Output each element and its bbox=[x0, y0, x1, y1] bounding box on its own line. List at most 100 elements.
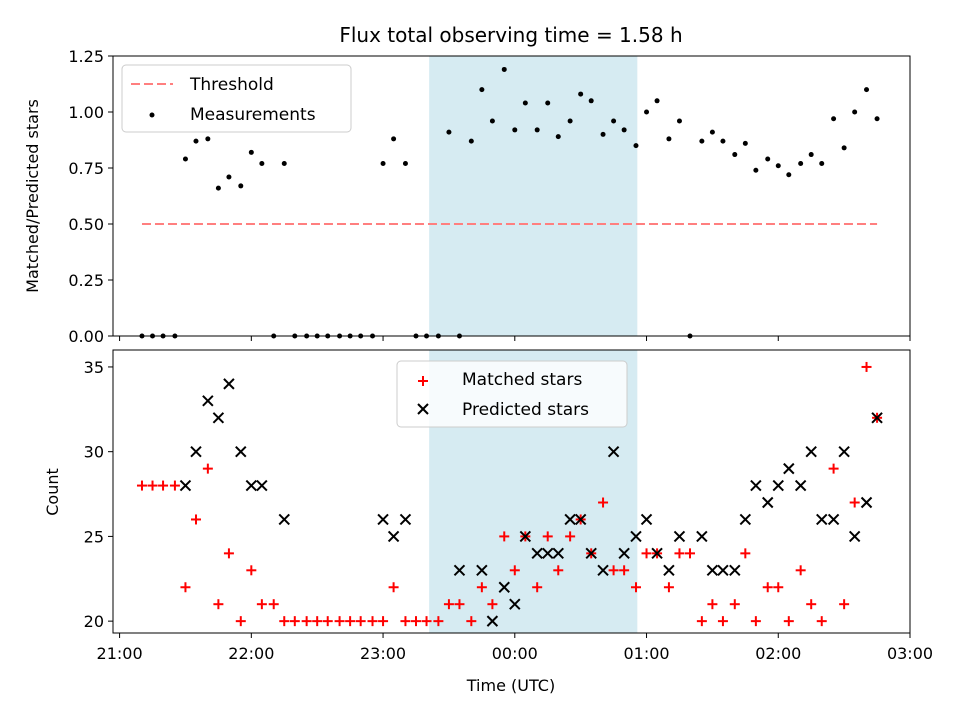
matched-star-marker bbox=[685, 548, 696, 559]
matched-star-marker bbox=[630, 582, 641, 593]
predicted-star-marker bbox=[202, 395, 214, 407]
predicted-star-marker bbox=[717, 564, 729, 577]
measurement-point bbox=[226, 174, 232, 180]
measurement-point bbox=[720, 138, 726, 144]
marker-stroke bbox=[509, 598, 521, 610]
marker-stroke bbox=[607, 445, 620, 458]
measurement-point bbox=[193, 138, 199, 144]
bottom-panel: 20 25 30 35 21:00 22:00 23:00 00:00 01:00 02:00 0… bbox=[43, 349, 933, 695]
predicted-star-marker bbox=[377, 513, 389, 526]
predicted-star-marker bbox=[871, 412, 883, 424]
marker-stroke bbox=[838, 445, 850, 458]
matched-star-marker bbox=[223, 548, 234, 559]
top-legend: Threshold Measurements bbox=[121, 64, 352, 133]
matched-star-marker bbox=[378, 616, 389, 627]
predicted-star-marker bbox=[762, 496, 774, 509]
marker-stroke bbox=[179, 479, 192, 492]
matched-star-marker bbox=[355, 616, 366, 627]
marker-stroke bbox=[552, 547, 564, 560]
matched-star-marker bbox=[696, 616, 707, 627]
marker-stroke bbox=[739, 513, 752, 526]
marker-stroke bbox=[651, 547, 663, 560]
predicted-star-marker bbox=[498, 581, 510, 593]
measurement-point bbox=[666, 136, 672, 142]
matched-star-marker bbox=[619, 565, 630, 576]
matched-star-marker bbox=[454, 599, 465, 610]
matched-star-marker bbox=[180, 582, 191, 593]
predicted-star-marker bbox=[552, 547, 564, 560]
matched-star-marker bbox=[542, 531, 553, 542]
marker-stroke bbox=[476, 564, 488, 577]
marker-stroke bbox=[618, 547, 630, 560]
measurement-point bbox=[380, 161, 386, 167]
legend-matched-marker bbox=[418, 376, 428, 386]
measurement-point bbox=[567, 118, 573, 124]
marker-stroke bbox=[816, 513, 828, 526]
predicted-star-marker bbox=[729, 564, 741, 577]
top-plot-frame bbox=[112, 55, 911, 337]
x-tick-label: 00:00 bbox=[492, 644, 538, 663]
matched-star-marker bbox=[861, 361, 872, 372]
measurement-point bbox=[798, 161, 804, 167]
predicted-star-marker bbox=[453, 564, 466, 577]
matched-star-marker bbox=[806, 599, 817, 610]
marker-stroke bbox=[245, 479, 258, 492]
marker-stroke bbox=[729, 564, 741, 577]
y-tick-label: 0.00 bbox=[68, 327, 104, 346]
matched-star-marker bbox=[553, 565, 564, 576]
marker-stroke bbox=[827, 513, 840, 526]
measurement-point bbox=[633, 143, 639, 149]
measurement-point bbox=[874, 116, 880, 122]
marker-stroke bbox=[235, 445, 247, 458]
predicted-star-marker bbox=[399, 513, 412, 526]
x-axis-label: Time (UTC) bbox=[466, 676, 555, 695]
matched-star-marker bbox=[388, 582, 399, 593]
predicted-star-marker bbox=[245, 479, 258, 492]
measurement-point bbox=[522, 100, 528, 106]
matched-star-marker bbox=[773, 582, 784, 593]
predicted-star-marker bbox=[816, 513, 828, 526]
measurement-point bbox=[611, 118, 617, 124]
measurement-point bbox=[281, 161, 287, 167]
matched-star-marker bbox=[246, 565, 257, 576]
marker-stroke bbox=[377, 513, 389, 526]
predicted-star-marker bbox=[486, 615, 499, 627]
measurement-point bbox=[588, 98, 594, 104]
predicted-star-marker bbox=[190, 445, 202, 458]
predicted-star-marker bbox=[597, 564, 609, 577]
measurement-point bbox=[479, 87, 485, 93]
marker-stroke bbox=[574, 513, 587, 526]
predicted-star-marker bbox=[651, 547, 663, 560]
marker-stroke bbox=[453, 564, 466, 577]
measurement-point bbox=[238, 183, 244, 189]
predicted-star-marker bbox=[542, 547, 554, 560]
measurement-point bbox=[765, 156, 771, 162]
y-tick-label: 0.50 bbox=[68, 215, 104, 234]
matched-star-marker bbox=[762, 582, 773, 593]
marker-stroke bbox=[805, 445, 817, 458]
matched-star-marker bbox=[410, 616, 421, 627]
predicted-star-marker bbox=[564, 513, 576, 526]
legend-predicted-label: Predicted stars bbox=[462, 400, 589, 420]
matched-star-marker bbox=[334, 616, 345, 627]
predicted-star-marker bbox=[212, 412, 225, 424]
predicted-star-marker bbox=[235, 445, 247, 458]
matched-star-marker bbox=[729, 599, 740, 610]
matched-star-marker bbox=[816, 616, 827, 627]
marker-stroke bbox=[663, 564, 675, 577]
matched-star-marker bbox=[849, 497, 860, 508]
measurement-point bbox=[468, 138, 474, 144]
matched-star-marker bbox=[783, 616, 794, 627]
matched-star-marker bbox=[268, 599, 279, 610]
marker-stroke bbox=[717, 564, 729, 577]
matched-star-marker bbox=[279, 616, 290, 627]
y-tick-label: 1.25 bbox=[68, 47, 104, 66]
predicted-star-marker bbox=[618, 547, 630, 560]
marker-stroke bbox=[498, 581, 510, 593]
measurement-point bbox=[534, 127, 540, 133]
marker-stroke bbox=[772, 479, 784, 492]
measurement-point bbox=[831, 116, 837, 122]
y-tick-label: 0.25 bbox=[68, 271, 104, 290]
matched-star-marker bbox=[740, 548, 751, 559]
y-tick-label: 20 bbox=[84, 612, 104, 631]
